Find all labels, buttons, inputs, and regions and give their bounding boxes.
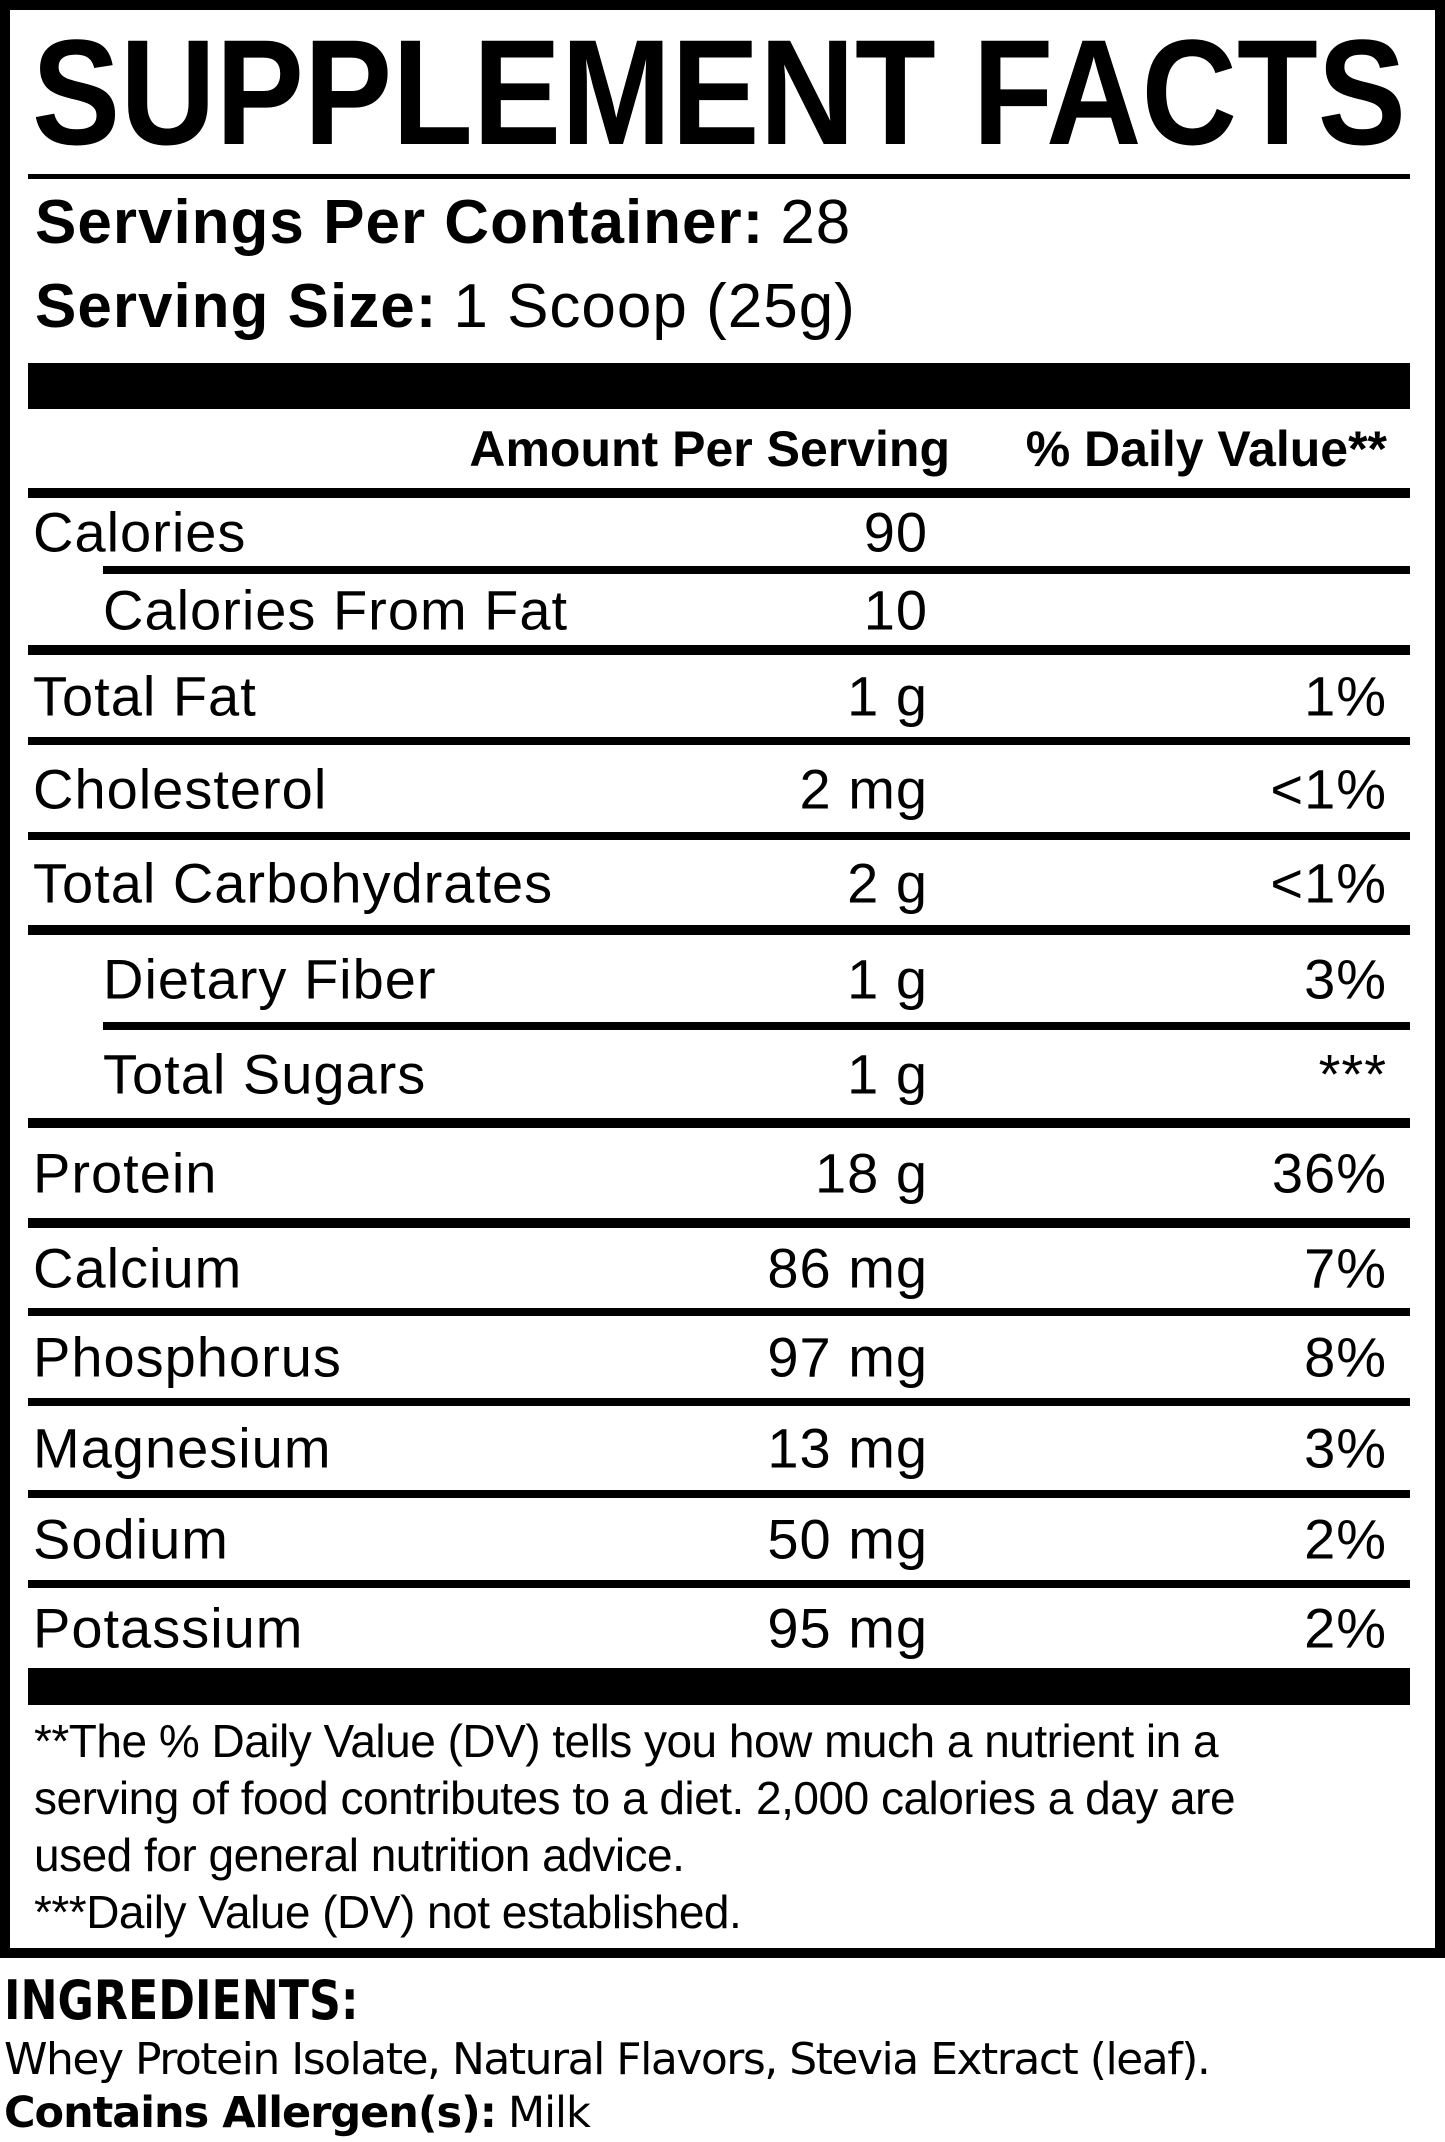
row-separator (28, 1580, 1410, 1588)
footnote-line: ***Daily Value (DV) not established. (34, 1886, 742, 1938)
allergen-label: Contains Allergen(s): (4, 2088, 497, 2138)
nutrient-amount: 1 g (847, 947, 928, 1010)
nutrient-amount: 50 mg (767, 1507, 928, 1571)
header-separator (28, 488, 1410, 498)
row-separator (28, 925, 1410, 935)
section-divider-bar-bottom (28, 1668, 1410, 1705)
ingredients-list: Whey Protein Isolate, Natural Flavors, S… (4, 2034, 1211, 2085)
allergen-line: Contains Allergen(s): Milk (4, 2086, 1445, 2140)
page-title: SUPPLEMENT FACTS (32, 34, 1406, 146)
label-title-svg: SUPPLEMENT FACTS (32, 34, 1406, 146)
nutrient-amount: 2 g (847, 851, 928, 914)
nutrient-row: Total Carbohydrates 2 g <1% (28, 840, 1410, 925)
nutrient-amount: 10 (863, 578, 928, 641)
row-separator (28, 1308, 1410, 1316)
nutrient-name: Sodium (33, 1507, 229, 1571)
row-separator (28, 737, 1410, 745)
nutrient-amount: 13 mg (767, 1416, 928, 1480)
nutrient-dv: 2% (1304, 1507, 1387, 1571)
serving-size-label: Serving Size: (35, 272, 438, 341)
nutrient-row: Calcium 86 mg 7% (28, 1228, 1410, 1308)
nutrient-name: Calories (33, 500, 247, 564)
table-header-row: Amount Per Serving % Daily Value** (28, 409, 1410, 488)
servings-per-container-value: 28 (780, 188, 852, 257)
nutrient-row: Potassium 95 mg 2% (28, 1588, 1410, 1668)
nutrient-dv: 1% (1304, 664, 1387, 728)
nutrient-dv: <1% (1270, 757, 1387, 820)
nutrient-row: Phosphorus 97 mg 8% (28, 1316, 1410, 1398)
nutrient-name: Magnesium (33, 1416, 332, 1480)
ingredients-section: INGREDIENTS: Whey Protein Isolate, Natur… (4, 1972, 1445, 2140)
amount-per-serving-header: Amount Per Serving (469, 420, 950, 477)
nutrient-amount: 90 (863, 500, 928, 564)
nutrient-name: Potassium (33, 1596, 304, 1660)
title-divider (28, 174, 1410, 179)
nutrient-amount: 95 mg (767, 1596, 928, 1660)
nutrient-row: Magnesium 13 mg 3% (28, 1406, 1410, 1490)
footnote-line: used for general nutrition advice. (34, 1829, 685, 1881)
nutrient-row: Total Sugars 1 g *** (28, 1030, 1410, 1118)
nutrient-amount: 86 mg (767, 1236, 928, 1300)
nutrient-name: Total Carbohydrates (33, 851, 554, 914)
nutrient-row: Cholesterol 2 mg <1% (28, 745, 1410, 832)
nutrient-amount: 97 mg (767, 1325, 928, 1389)
row-separator (28, 832, 1410, 840)
row-separator (28, 1118, 1410, 1128)
footnote-line: serving of food contributes to a diet. 2… (34, 1772, 1236, 1824)
ingredients-heading: INGREDIENTS: (4, 1969, 359, 2032)
nutrient-dv: 8% (1304, 1325, 1387, 1389)
nutrient-dv: 36% (1271, 1141, 1387, 1205)
nutrient-amount: 1 g (847, 664, 928, 728)
nutrient-row: Dietary Fiber 1 g 3% (28, 935, 1410, 1022)
nutrient-dv: 3% (1304, 1416, 1387, 1480)
serving-size: Serving Size: 1 Scoop (25g) (28, 265, 1410, 349)
servings-per-container: Servings Per Container: 28 (28, 181, 1410, 265)
nutrient-row: Calories 90 (28, 498, 1410, 566)
nutrient-dv: *** (1318, 1042, 1387, 1106)
allergen-value: Milk (507, 2088, 591, 2138)
nutrient-name: Phosphorus (33, 1325, 342, 1389)
nutrient-amount: 18 g (815, 1141, 928, 1205)
nutrient-amount: 2 mg (799, 757, 928, 820)
nutrition-table: Calories 90 Calories From Fat 10 Total Fat 1 … (28, 498, 1410, 1668)
serving-size-value: 1 Scoop (25g) (453, 272, 856, 341)
row-separator (103, 1022, 1410, 1030)
nutrient-dv: 3% (1304, 947, 1387, 1010)
nutrient-dv: <1% (1270, 851, 1387, 914)
nutrient-name: Dietary Fiber (103, 947, 437, 1010)
nutrient-dv: 7% (1304, 1236, 1387, 1300)
nutrient-name: Protein (33, 1141, 218, 1205)
nutrient-row: Sodium 50 mg 2% (28, 1498, 1410, 1580)
nutrient-name: Calcium (33, 1236, 243, 1300)
footnote-line: **The % Daily Value (DV) tells you how m… (34, 1715, 1219, 1767)
nutrient-name: Cholesterol (33, 757, 328, 820)
footnotes: **The % Daily Value (DV) tells you how m… (28, 1713, 1410, 1941)
nutrient-row: Total Fat 1 g 1% (28, 655, 1410, 737)
row-separator (28, 1490, 1410, 1498)
nutrient-dv: 2% (1304, 1596, 1387, 1660)
nutrient-name: Total Sugars (103, 1042, 427, 1106)
daily-value-header: % Daily Value** (1025, 420, 1387, 477)
section-divider-bar-top (28, 363, 1410, 409)
row-separator (103, 566, 1410, 574)
nutrient-name: Total Fat (33, 664, 257, 728)
row-separator (28, 1218, 1410, 1228)
row-separator (28, 645, 1410, 655)
servings-per-container-label: Servings Per Container: (35, 188, 765, 257)
supplement-facts-label: SUPPLEMENT FACTS Servings Per Container:… (0, 0, 1445, 1958)
nutrient-row: Calories From Fat 10 (28, 574, 1410, 645)
row-separator (28, 1398, 1410, 1406)
nutrient-row: Protein 18 g 36% (28, 1128, 1410, 1218)
nutrient-name: Calories From Fat (103, 578, 569, 641)
nutrient-amount: 1 g (847, 1042, 928, 1106)
